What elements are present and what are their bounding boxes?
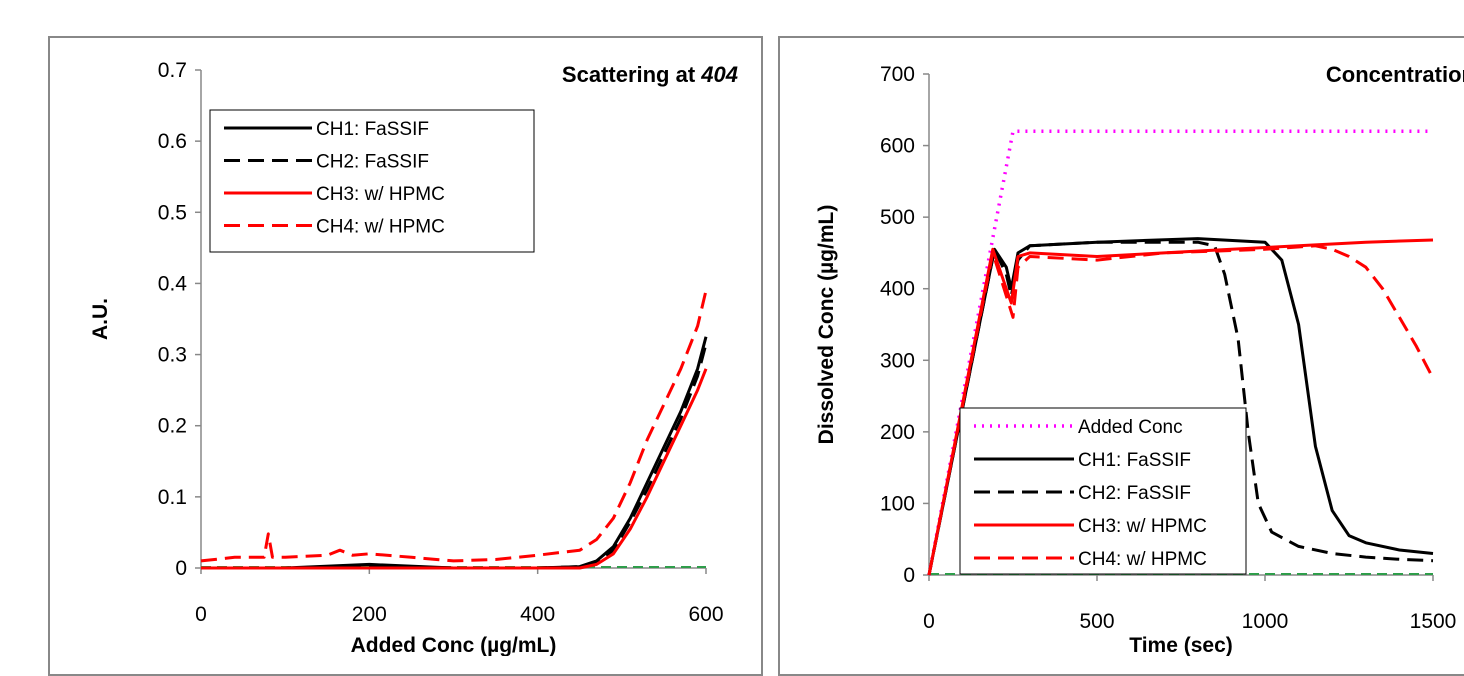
legend-label: Added Conc bbox=[1078, 417, 1183, 438]
chart-scatter: 0 0.1 0.2 0.3 0.4 0.5 0.6 0.7 0 200 400 600 Added Co… bbox=[89, 59, 738, 656]
series-line-2 bbox=[201, 343, 708, 570]
legend-label: CH2: FaSSIF bbox=[316, 152, 429, 173]
series-line-4 bbox=[200, 290, 708, 563]
chart-conc: 0 100 200 300 400 500 600 700 0 500 1000 1500 Time (… bbox=[815, 62, 1464, 656]
y-tick-label: 300 bbox=[880, 349, 915, 372]
legend-box bbox=[209, 109, 535, 253]
x-tick-label: 500 bbox=[1079, 610, 1114, 633]
y-tick-label: 0 bbox=[903, 564, 915, 587]
y-tick-label: 400 bbox=[880, 278, 915, 301]
legend: Added Conc CH1: FaSSIF CH2: FaSSIF CH3: w/ … bbox=[959, 407, 1247, 575]
series-line-3 bbox=[927, 240, 1434, 576]
y-tick-label: 100 bbox=[880, 492, 915, 515]
legend-label: CH3: w/ HPMC bbox=[316, 184, 445, 205]
y-tick-label: 0.5 bbox=[158, 201, 187, 224]
y-axis-title: A.U. bbox=[89, 298, 112, 340]
y-tick-label: 0.7 bbox=[158, 59, 187, 82]
x-tick-label: 200 bbox=[352, 603, 387, 626]
y-tick-label: 0.4 bbox=[158, 272, 188, 295]
legend-label: CH4: w/ HPMC bbox=[1078, 549, 1207, 570]
y-tick-label: 200 bbox=[880, 421, 915, 444]
x-tick-label: 600 bbox=[688, 603, 723, 626]
series-line-4 bbox=[927, 238, 1434, 576]
series-line-3 bbox=[201, 368, 708, 570]
x-tick-label: 400 bbox=[520, 603, 555, 626]
legend-label: CH2: FaSSIF bbox=[1078, 483, 1191, 504]
x-tick-label: 1000 bbox=[1242, 610, 1289, 633]
legend: CH1: FaSSIF CH2: FaSSIF CH3: w/ HPMC CH4: w… bbox=[209, 109, 535, 253]
y-tick-label: 0.6 bbox=[158, 130, 187, 153]
legend-label: CH1: FaSSIF bbox=[1078, 450, 1191, 471]
x-tick-label: 0 bbox=[195, 603, 207, 626]
y-tick-label: 0.3 bbox=[158, 344, 187, 367]
y-tick-label: 600 bbox=[880, 135, 915, 158]
x-tick-label: 0 bbox=[923, 610, 935, 633]
chart-title: Concentration bbox=[1326, 62, 1464, 87]
y-tick-label: 500 bbox=[880, 206, 915, 229]
y-tick-label: 0 bbox=[175, 557, 187, 580]
chart-title: Scattering at 404 bbox=[562, 62, 738, 87]
y-tick-label: 0.2 bbox=[158, 415, 187, 438]
legend-label: CH3: w/ HPMC bbox=[1078, 516, 1207, 537]
y-tick-label: 700 bbox=[880, 63, 915, 86]
legend-label: CH1: FaSSIF bbox=[316, 119, 429, 140]
y-tick-label: 0.1 bbox=[158, 486, 187, 509]
legend-label: CH4: w/ HPMC bbox=[316, 217, 445, 238]
x-axis-title: Added Conc (µg/mL) bbox=[351, 634, 557, 656]
y-axis-title: Dissolved Conc (µg/mL) bbox=[815, 205, 838, 445]
series-line-1 bbox=[201, 336, 708, 570]
series-line-5 bbox=[927, 244, 1435, 576]
series-line-2 bbox=[927, 237, 1434, 576]
x-axis-title: Time (sec) bbox=[1129, 634, 1233, 656]
charts-canvas: 0 0.1 0.2 0.3 0.4 0.5 0.6 0.7 0 200 400 600 Added Co… bbox=[89, 59, 1464, 656]
x-tick-label: 1500 bbox=[1410, 610, 1457, 633]
